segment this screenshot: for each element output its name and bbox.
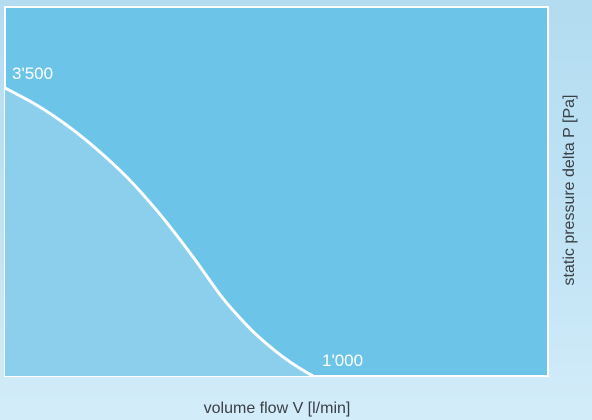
x-axis-label: volume flow V [l/min]	[204, 400, 351, 417]
y-max-annotation: 3'500	[12, 64, 53, 83]
y-axis-label: static pressure delta P [Pa]	[561, 95, 578, 286]
area-under-curve	[5, 88, 313, 376]
x-max-annotation: 1'000	[322, 351, 363, 370]
series-curve	[4, 86, 314, 378]
